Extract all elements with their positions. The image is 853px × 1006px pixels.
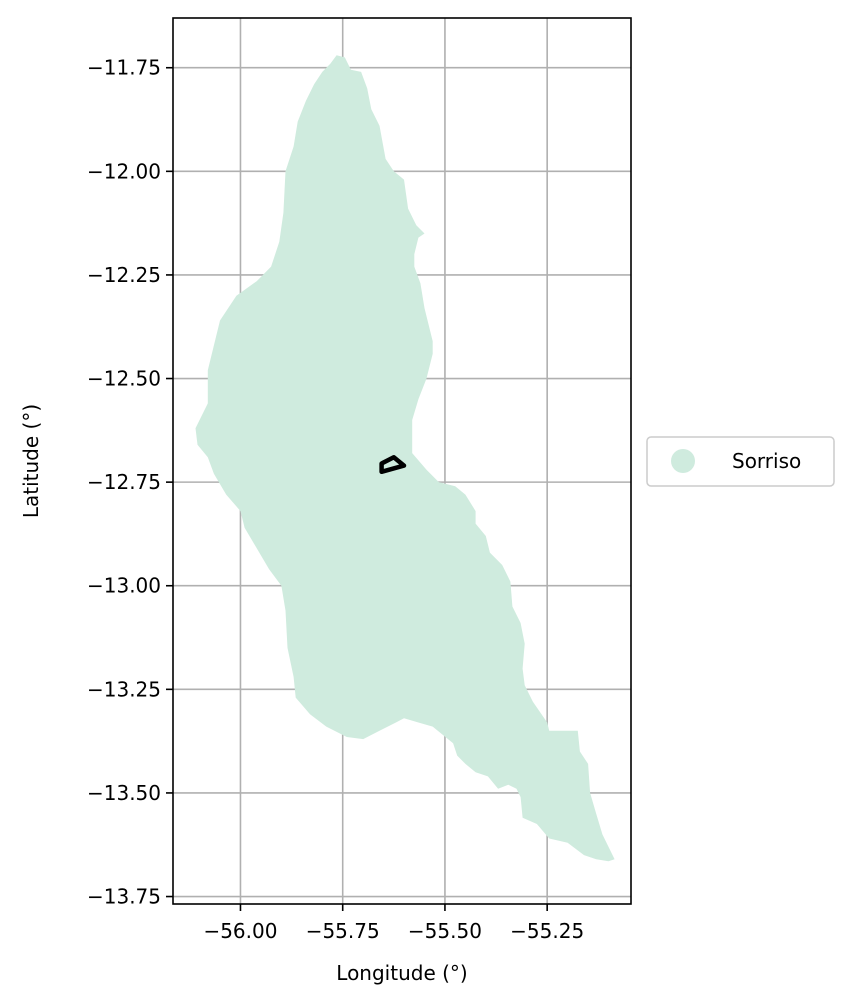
x-tick-label-3: −55.25 bbox=[510, 919, 584, 943]
y-tick-label-0: −11.75 bbox=[87, 56, 161, 80]
legend-label: Sorriso bbox=[732, 449, 801, 473]
region-layer bbox=[196, 55, 615, 861]
y-tick-label-7: −13.50 bbox=[87, 781, 161, 805]
y-tick-label-3: −12.50 bbox=[87, 367, 161, 391]
y-tick-label-1: −12.00 bbox=[87, 159, 161, 183]
y-tick-label-4: −12.75 bbox=[87, 470, 161, 494]
x-axis-ticks: −56.00 −55.75 −55.50 −55.25 bbox=[203, 904, 584, 943]
legend: Sorriso bbox=[647, 437, 834, 486]
x-axis-title: Longitude (°) bbox=[336, 961, 467, 985]
y-tick-label-6: −13.25 bbox=[87, 677, 161, 701]
y-axis-title: Latitude (°) bbox=[19, 404, 43, 518]
x-tick-label-0: −56.00 bbox=[203, 919, 277, 943]
y-tick-label-2: −12.25 bbox=[87, 263, 161, 287]
x-tick-label-2: −55.50 bbox=[408, 919, 482, 943]
legend-swatch-circle bbox=[671, 449, 695, 473]
x-tick-label-1: −55.75 bbox=[306, 919, 380, 943]
y-tick-label-8: −13.75 bbox=[87, 885, 161, 909]
sorriso-region bbox=[196, 55, 615, 861]
y-tick-label-5: −13.00 bbox=[87, 574, 161, 598]
y-axis-ticks: −11.75 −12.00 −12.25 −12.50 −12.75 −13.00 −13.… bbox=[87, 56, 173, 909]
